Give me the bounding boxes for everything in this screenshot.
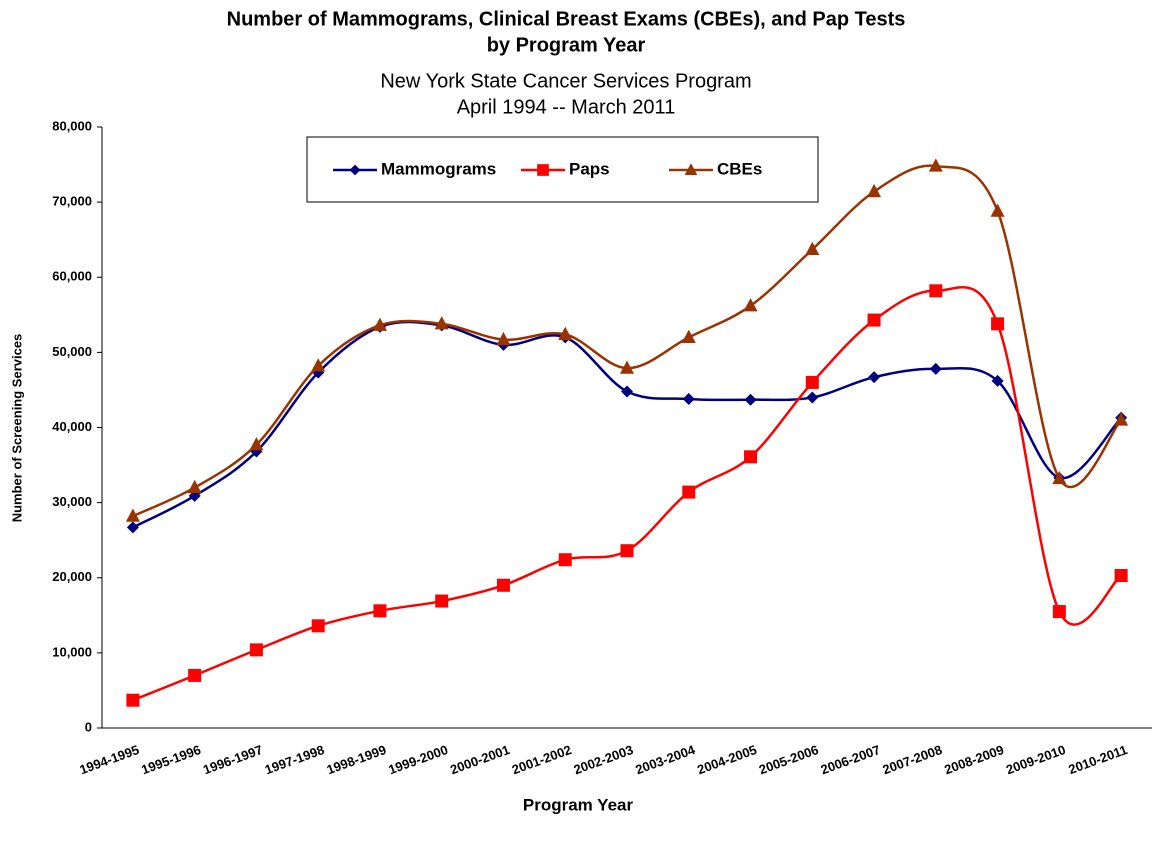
series-line [132,285,1122,702]
marker [805,375,819,389]
chart-subtitle: New York State Cancer Services Program [380,70,751,92]
legend-label: Mammograms [381,159,496,178]
marker [868,371,881,384]
series-line [132,320,1123,529]
x-tick-label: 1995-1996 [139,742,203,777]
chart-title: Number of Mammograms, Clinical Breast Ex… [227,8,906,30]
marker [126,693,140,707]
y-tick-label: 40,000 [52,419,92,434]
marker [743,298,758,312]
marker [991,317,1005,331]
marker [125,508,140,522]
y-tick-label: 20,000 [52,569,92,584]
y-tick-label: 50,000 [52,344,92,359]
marker [1114,412,1129,426]
y-tick-label: 60,000 [52,269,92,284]
x-tick-label: 2000-2001 [448,742,512,777]
marker [311,619,325,633]
marker [373,604,387,618]
chart-subtitle: April 1994 -- March 2011 [457,96,676,118]
marker [311,358,326,372]
marker [372,317,387,331]
x-tick-label: 1997-1998 [263,742,327,777]
y-tick-label: 0 [85,719,92,734]
marker [1052,605,1066,619]
marker [620,544,634,558]
y-axis-label: Number of Screening Services [9,334,24,523]
x-tick-label: 2009-2010 [1004,742,1068,777]
marker [496,331,511,346]
x-axis-label: Program Year [523,795,634,814]
legend-marker [684,163,698,176]
marker [620,360,634,374]
marker [867,183,882,198]
marker [558,326,573,340]
x-tick-label: 2005-2006 [757,742,821,777]
legend-marker [349,164,361,176]
x-tick-label: 1998-1999 [325,742,389,777]
x-tick-label: 2007-2008 [880,742,944,777]
marker [991,374,1004,387]
marker [249,643,263,657]
y-tick-label: 30,000 [52,494,92,509]
x-tick-label: 1999-2000 [386,742,450,777]
x-tick-label: 2010-2011 [1066,742,1129,777]
x-tick-label: 2003-2004 [633,742,697,778]
marker [187,479,202,494]
x-tick-label: 2004-2005 [695,742,759,777]
marker [682,485,696,499]
marker [744,393,757,406]
marker [496,578,510,592]
legend-marker [537,164,549,176]
marker [188,668,202,682]
marker [806,391,819,404]
marker [434,316,449,330]
marker [1114,568,1128,582]
chart-title: by Program Year [487,34,646,56]
y-tick-label: 10,000 [52,644,92,659]
x-tick-label: 2008-2009 [942,742,1006,777]
marker [435,594,449,608]
marker [928,158,943,172]
y-tick-label: 80,000 [52,118,92,133]
marker [681,329,696,343]
x-tick-label: 2006-2007 [819,742,883,777]
marker [929,362,942,375]
marker [1052,470,1067,485]
x-tick-label: 1994-1995 [78,742,142,777]
marker [621,385,633,398]
x-tick-label: 2001-2002 [510,742,574,777]
y-tick-label: 70,000 [52,194,92,209]
legend-label: Paps [569,159,610,178]
marker [682,392,695,405]
marker [558,553,572,567]
marker [249,437,264,451]
x-tick-label: 2002-2003 [572,742,636,777]
marker [867,313,881,327]
x-tick-label: 1996-1997 [201,742,265,777]
marker [990,203,1005,217]
marker [805,241,820,256]
legend-label: CBEs [717,159,762,178]
marker [744,450,758,464]
marker [929,284,943,298]
series-line [132,164,1123,518]
marker [126,521,139,534]
